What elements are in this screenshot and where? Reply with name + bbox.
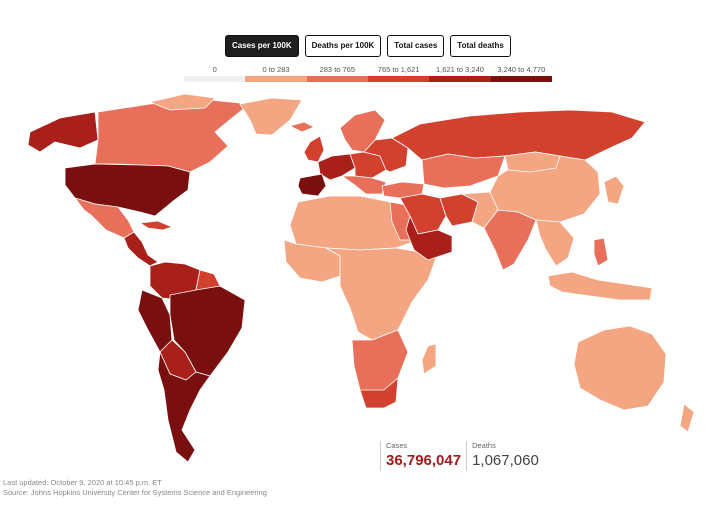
totals-panel: Cases 36,796,047 Deaths 1,067,060 <box>380 441 544 471</box>
region-iceland[interactable] <box>289 121 315 133</box>
region-indonesia[interactable] <box>547 271 653 301</box>
region-alaska[interactable] <box>27 111 99 153</box>
legend-label: 0 <box>212 65 217 74</box>
tab-total-cases[interactable]: Total cases <box>387 35 445 57</box>
legend-label: 765 to 1,621 <box>377 65 420 74</box>
region-russia[interactable] <box>391 109 646 161</box>
legend-bar <box>184 76 552 82</box>
region-greenland[interactable] <box>239 97 303 136</box>
color-legend: 0 0 to 283 283 to 765 765 to 1,621 1,621… <box>184 65 552 83</box>
world-map[interactable] <box>0 90 705 470</box>
region-canada[interactable] <box>94 99 251 173</box>
region-south-africa[interactable] <box>359 377 399 409</box>
footer: Last updated: October 9, 2020 at 10:45 p… <box>3 478 267 498</box>
cases-value: 36,796,047 <box>386 452 462 469</box>
source-credit: Source: Johns Hopkins University Center … <box>3 488 267 497</box>
region-peru[interactable] <box>137 289 173 353</box>
tab-cases-per-100k[interactable]: Cases per 100K <box>225 35 299 57</box>
region-uk-ireland[interactable] <box>303 135 325 163</box>
deaths-stat: Deaths 1,067,060 <box>466 441 544 471</box>
region-iberia[interactable] <box>297 173 327 197</box>
region-mongolia[interactable] <box>504 151 561 173</box>
region-central-africa[interactable] <box>325 247 437 341</box>
legend-swatch <box>245 76 307 82</box>
legend-labels: 0 0 to 283 283 to 765 765 to 1,621 1,621… <box>184 65 552 75</box>
legend-swatch <box>367 76 430 82</box>
region-north-africa[interactable] <box>289 195 419 251</box>
region-india[interactable] <box>483 209 537 271</box>
region-argentina-chile[interactable] <box>157 351 211 463</box>
region-arctic-islands[interactable] <box>149 93 216 111</box>
legend-label: 3,240 to 4,770 <box>497 65 546 74</box>
region-caribbean[interactable] <box>139 220 173 231</box>
legend-label: 0 to 283 <box>262 65 290 74</box>
legend-swatch <box>429 76 491 82</box>
region-brazil[interactable] <box>169 285 246 377</box>
region-new-zealand[interactable] <box>679 403 695 433</box>
tab-deaths-per-100k[interactable]: Deaths per 100K <box>304 35 382 57</box>
deaths-value: 1,067,060 <box>472 452 539 469</box>
legend-label: 283 to 765 <box>319 65 356 74</box>
last-updated: Last updated: October 9, 2020 at 10:45 p… <box>3 478 162 487</box>
region-philippines[interactable] <box>593 237 609 267</box>
region-madagascar[interactable] <box>421 343 437 375</box>
region-korea-japan[interactable] <box>603 175 625 205</box>
region-australia[interactable] <box>573 325 667 411</box>
metric-tabs: Cases per 100K Deaths per 100K Total cas… <box>225 35 511 57</box>
legend-swatch <box>184 76 246 82</box>
legend-swatch <box>306 76 368 82</box>
region-central-america[interactable] <box>123 231 159 267</box>
deaths-label: Deaths <box>472 441 496 450</box>
tab-total-deaths[interactable]: Total deaths <box>450 35 511 57</box>
region-central-asia[interactable] <box>421 153 506 189</box>
region-arabian-peninsula[interactable] <box>405 215 453 261</box>
cases-stat: Cases 36,796,047 <box>380 441 466 471</box>
legend-swatch <box>490 76 552 82</box>
legend-label: 1,621 to 3,240 <box>435 65 484 74</box>
region-italy-balkans[interactable] <box>341 175 387 195</box>
region-southeast-asia[interactable] <box>535 219 575 267</box>
cases-label: Cases <box>386 441 408 450</box>
